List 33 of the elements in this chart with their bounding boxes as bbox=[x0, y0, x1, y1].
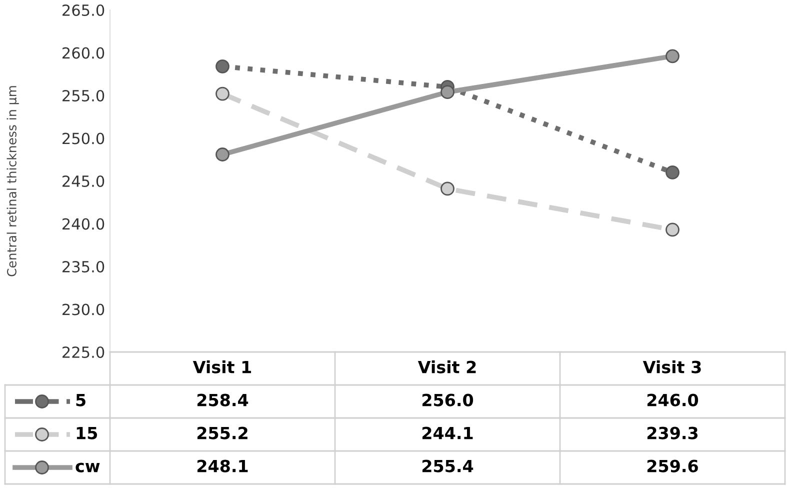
legend-label: 15 bbox=[76, 426, 98, 440]
x-tick-label: Visit 1 bbox=[192, 360, 252, 374]
data-label: 258.4 bbox=[197, 394, 248, 406]
y-tick-label: 265.0 bbox=[62, 4, 104, 16]
data-label: 255.2 bbox=[197, 426, 248, 440]
point bbox=[216, 59, 230, 74]
point bbox=[666, 166, 680, 180]
point bbox=[666, 49, 680, 64]
point bbox=[440, 182, 454, 196]
y-tick-label: 225.0 bbox=[62, 346, 104, 358]
data-label: 244.1 bbox=[422, 426, 473, 440]
y-axis-title: Central retinal thickness in µm bbox=[6, 86, 19, 276]
data-label: 239.3 bbox=[647, 426, 698, 440]
data-label: 248.1 bbox=[197, 460, 248, 472]
y-tick-label: 255.0 bbox=[62, 90, 104, 102]
x-tick-label: Visit 3 bbox=[642, 360, 701, 374]
data-label: 246.0 bbox=[647, 394, 698, 406]
legend-label: 5 bbox=[76, 394, 86, 406]
y-tick-label: 230.0 bbox=[62, 304, 104, 316]
data-label: 255.4 bbox=[422, 460, 474, 472]
data-label: 256.0 bbox=[422, 394, 474, 406]
legend-label: cw bbox=[76, 462, 100, 472]
point bbox=[440, 85, 454, 100]
point bbox=[216, 86, 230, 101]
y-tick-label: 260.0 bbox=[62, 47, 104, 59]
data-label: 259.6 bbox=[647, 460, 698, 472]
x-tick-label: Visit 2 bbox=[418, 360, 476, 374]
y-tick-label: 235.0 bbox=[62, 260, 104, 273]
point bbox=[216, 148, 230, 162]
y-tick-label: 250.0 bbox=[62, 132, 104, 144]
point bbox=[666, 222, 680, 237]
y-tick-label: 245.0 bbox=[62, 175, 104, 188]
y-tick-label: 240.0 bbox=[62, 218, 104, 230]
